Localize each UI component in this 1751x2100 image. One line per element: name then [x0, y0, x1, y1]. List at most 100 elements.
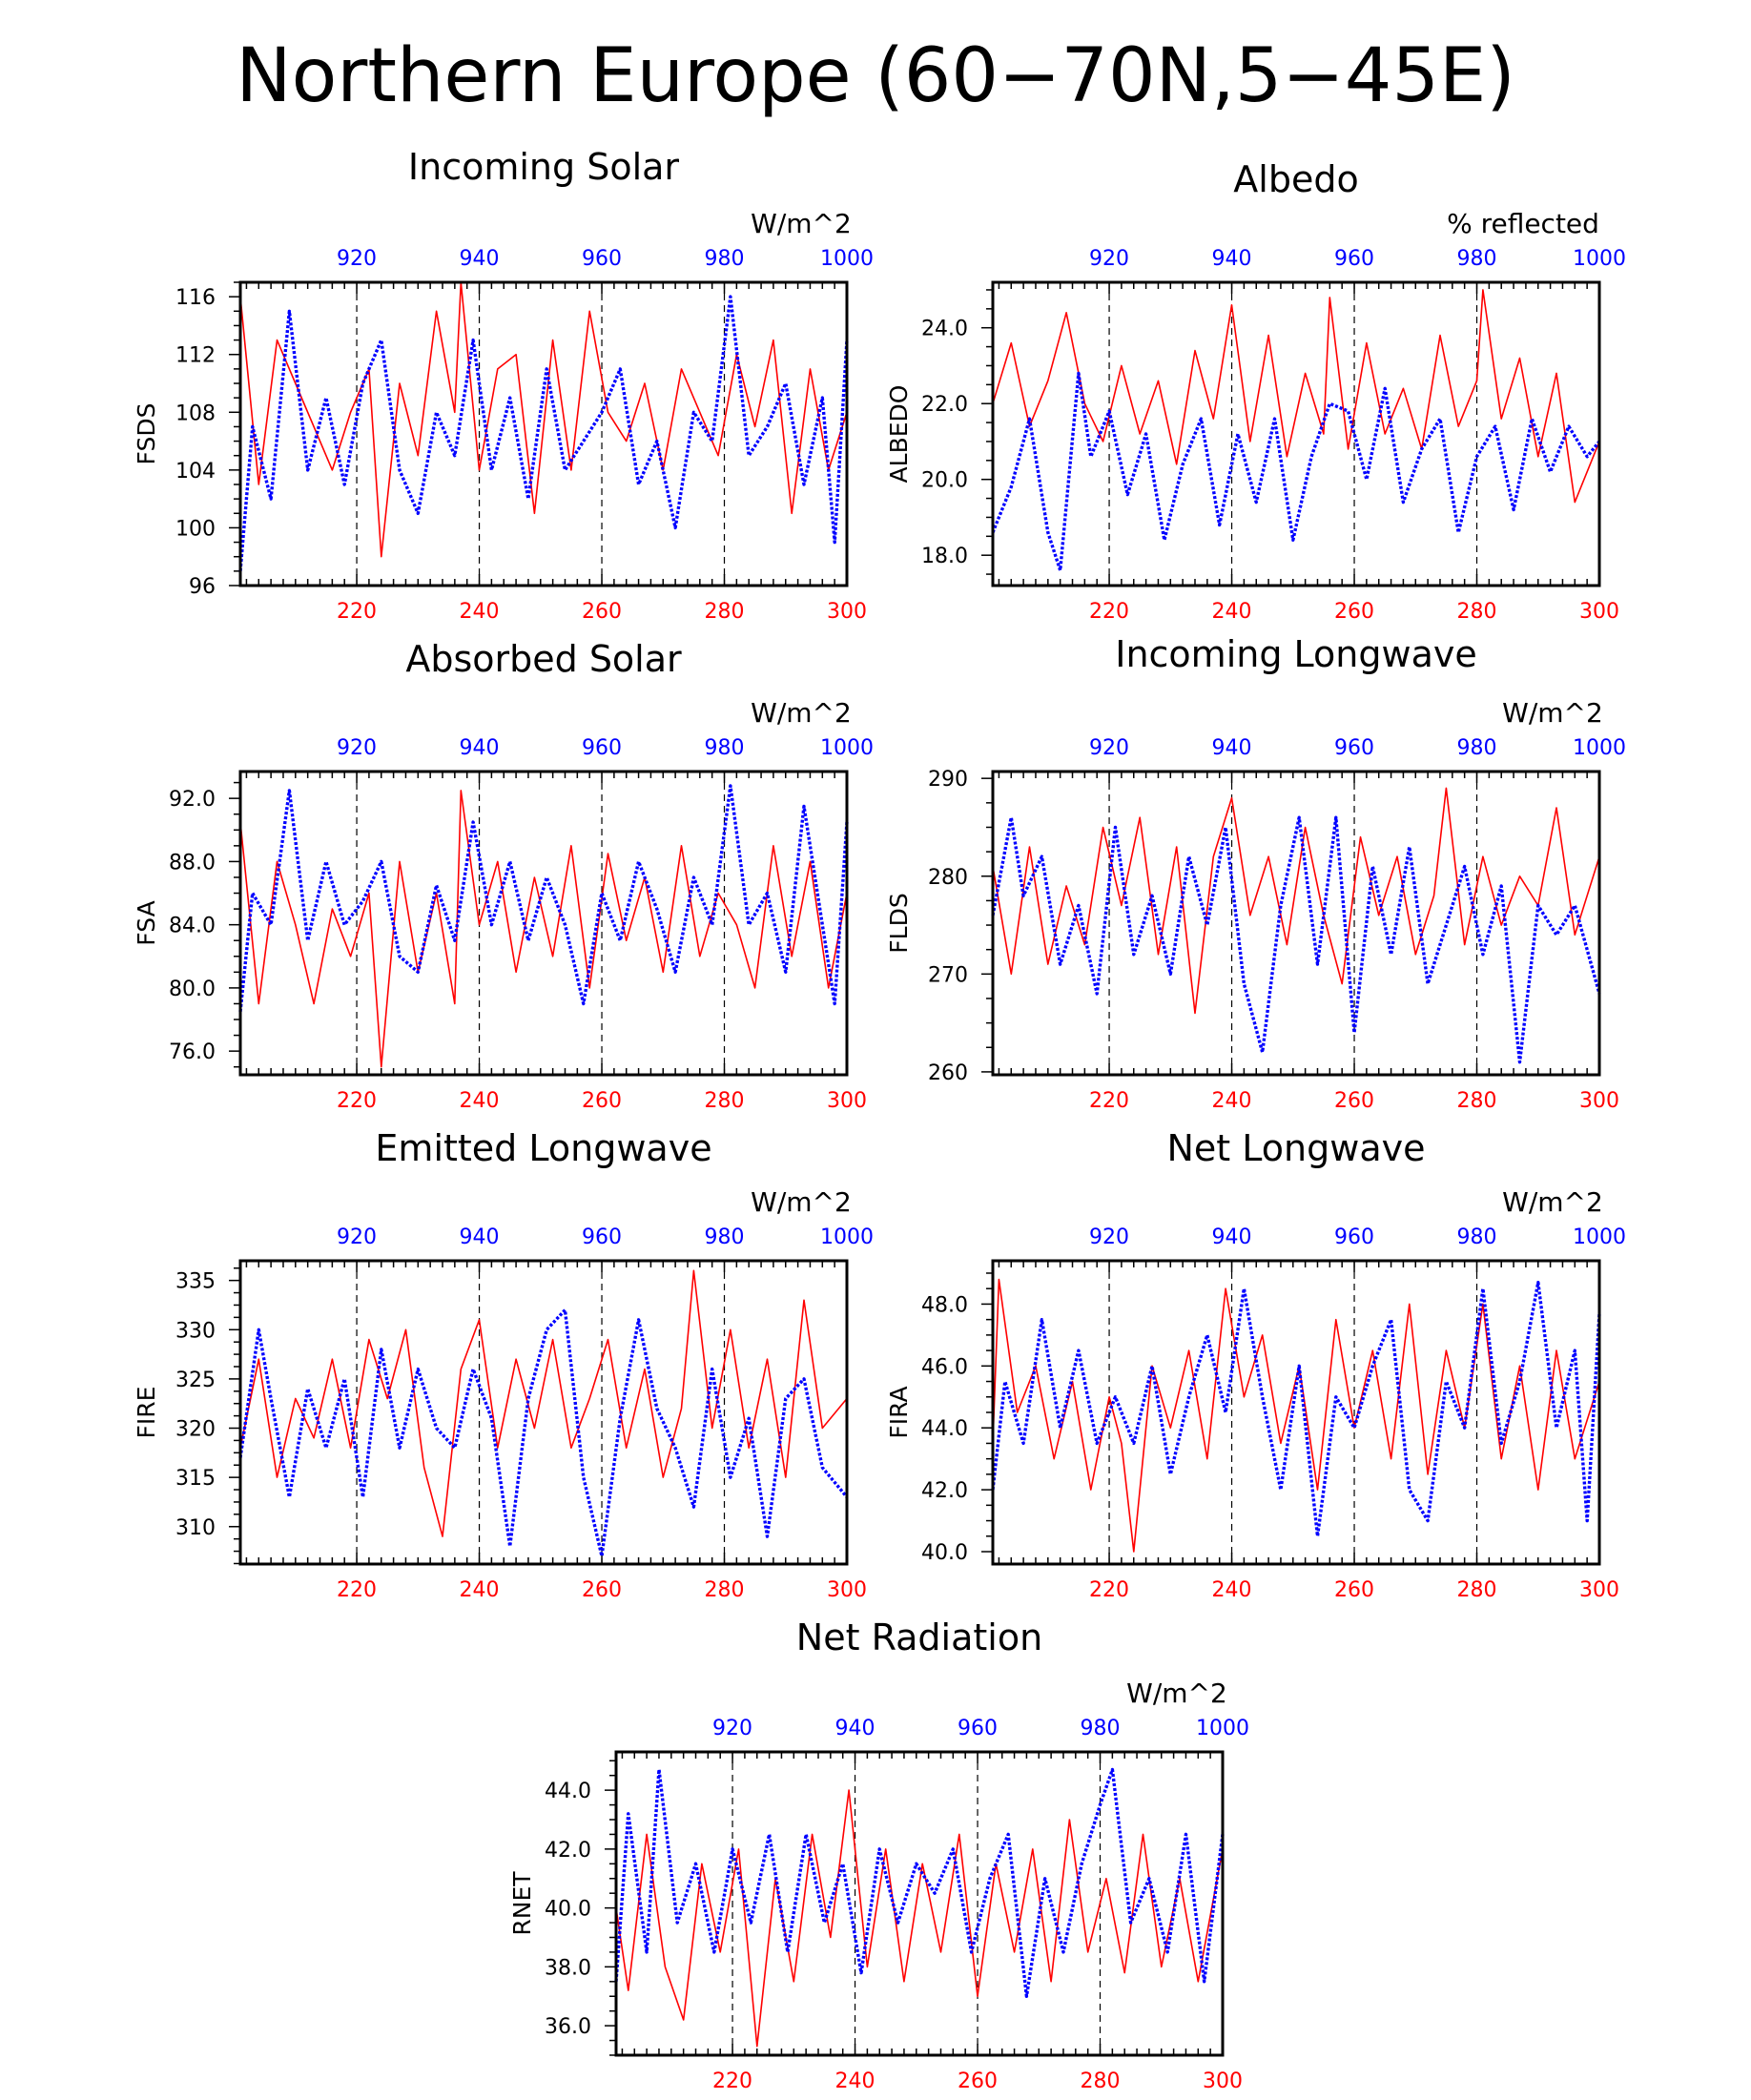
- absorbed-solar-top-tick-label: 920: [337, 736, 377, 760]
- net-longwave-series-red-solid: [992, 1278, 1600, 1553]
- albedo-series-blue-dotted: [991, 371, 1601, 572]
- absorbed-solar-bottom-tick-label: 300: [827, 1089, 867, 1113]
- net-radiation-bottom-tick-label: 260: [958, 2069, 998, 2093]
- absorbed-solar-ylabel: FSA: [133, 900, 160, 945]
- emitted-longwave-top-tick-label: 940: [460, 1225, 500, 1249]
- net-radiation-top-tick-label: 980: [1081, 1717, 1121, 1740]
- absorbed-solar-bottom-tick-label: 240: [460, 1089, 500, 1113]
- absorbed-solar-units: W/m^2: [751, 697, 852, 729]
- net-radiation-title: Net Radiation: [796, 1616, 1042, 1658]
- incoming-longwave-units: W/m^2: [1502, 697, 1603, 729]
- absorbed-solar-y-tick-label: 88.0: [169, 851, 216, 875]
- incoming-solar-title: Incoming Solar: [408, 146, 680, 188]
- albedo-y-tick-label: 24.0: [921, 318, 968, 341]
- emitted-longwave-y-tick-label: 330: [175, 1319, 216, 1343]
- absorbed-solar-bottom-tick-label: 220: [337, 1089, 377, 1113]
- net-longwave-bottom-tick-label: 260: [1334, 1578, 1374, 1602]
- net-longwave-y-tick-label: 42.0: [921, 1479, 968, 1503]
- albedo-bottom-tick-label: 220: [1089, 600, 1129, 624]
- panels-layer: Incoming Solar W/m^2 FSDS 220 240 260 280 300 92…: [133, 146, 1626, 2093]
- net-radiation-bottom-tick-label: 220: [712, 2069, 752, 2093]
- incoming-solar-top-tick-label: 980: [705, 247, 745, 271]
- absorbed-solar-plot-frame: [238, 770, 849, 1077]
- net-longwave-bottom-tick-label: 300: [1579, 1578, 1619, 1602]
- incoming-longwave-panel: Incoming Longwave W/m^2 FLDS 220 240 260 280 30…: [885, 633, 1626, 1113]
- incoming-solar-panel: Incoming Solar W/m^2 FSDS 220 240 260 280 300 92…: [133, 146, 874, 624]
- net-longwave-bottom-tick-label: 280: [1457, 1578, 1497, 1602]
- albedo-top-tick-label: 940: [1212, 247, 1252, 271]
- net-longwave-series-blue-dotted: [991, 1280, 1601, 1538]
- albedo-top-tick-label: 960: [1334, 247, 1374, 271]
- net-longwave-top-tick-label: 920: [1089, 1225, 1129, 1249]
- net-longwave-bottom-tick-label: 240: [1212, 1578, 1252, 1602]
- net-radiation-y-tick-label: 42.0: [545, 1839, 591, 1863]
- net-radiation-top-tick-label: 1000: [1196, 1717, 1249, 1740]
- incoming-longwave-top-tick-label: 940: [1212, 736, 1252, 760]
- absorbed-solar-y-tick-label: 76.0: [169, 1040, 216, 1064]
- emitted-longwave-top-tick-label: 960: [582, 1225, 622, 1249]
- net-radiation-top-tick-label: 960: [958, 1717, 998, 1740]
- net-longwave-y-tick-label: 44.0: [921, 1417, 968, 1441]
- net-radiation-bottom-tick-label: 240: [835, 2069, 876, 2093]
- net-radiation-units: W/m^2: [1126, 1678, 1227, 1709]
- absorbed-solar-top-tick-label: 980: [705, 736, 745, 760]
- incoming-solar-top-tick-label: 960: [582, 247, 622, 271]
- emitted-longwave-series-blue-dotted: [238, 1307, 849, 1558]
- emitted-longwave-plot-frame: [238, 1259, 849, 1566]
- absorbed-solar-bottom-tick-label: 260: [582, 1089, 622, 1113]
- net-longwave-bottom-tick-label: 220: [1089, 1578, 1129, 1602]
- incoming-solar-bottom-tick-label: 280: [705, 600, 745, 624]
- absorbed-solar-top-tick-label: 1000: [820, 736, 874, 760]
- net-radiation-y-tick-label: 44.0: [545, 1780, 591, 1803]
- albedo-bottom-tick-label: 280: [1457, 600, 1497, 624]
- albedo-top-tick-label: 980: [1457, 247, 1497, 271]
- net-longwave-ylabel: FIRA: [885, 1386, 913, 1438]
- incoming-longwave-plot-frame: [991, 770, 1601, 1077]
- net-longwave-plot-frame: [991, 1259, 1601, 1566]
- albedo-ylabel: ALBEDO: [885, 385, 913, 484]
- net-radiation-ylabel: RNET: [508, 1871, 536, 1936]
- emitted-longwave-bottom-tick-label: 280: [705, 1578, 745, 1602]
- emitted-longwave-bottom-tick-label: 220: [337, 1578, 377, 1602]
- emitted-longwave-y-tick-label: 310: [175, 1516, 216, 1540]
- absorbed-solar-series-blue-dotted: [238, 784, 849, 1012]
- net-longwave-y-tick-label: 48.0: [921, 1293, 968, 1317]
- net-longwave-top-tick-label: 980: [1457, 1225, 1497, 1249]
- incoming-longwave-series-red-solid: [992, 787, 1600, 1015]
- absorbed-solar-y-tick-label: 92.0: [169, 788, 216, 812]
- incoming-solar-y-tick-label: 104: [175, 460, 216, 484]
- net-radiation-bottom-tick-label: 280: [1081, 2069, 1121, 2093]
- albedo-bottom-tick-label: 240: [1212, 600, 1252, 624]
- emitted-longwave-y-tick-label: 320: [175, 1418, 216, 1442]
- incoming-solar-bottom-tick-label: 240: [460, 600, 500, 624]
- incoming-solar-ylabel: FSDS: [133, 403, 160, 465]
- albedo-y-tick-label: 18.0: [921, 545, 968, 568]
- albedo-plot-frame: [991, 280, 1601, 587]
- incoming-longwave-y-tick-label: 280: [928, 866, 968, 890]
- absorbed-solar-series-red-solid: [239, 790, 848, 1068]
- emitted-longwave-ylabel: FIRE: [133, 1387, 160, 1439]
- incoming-solar-bottom-tick-label: 220: [337, 600, 377, 624]
- incoming-longwave-top-tick-label: 920: [1089, 736, 1129, 760]
- net-longwave-panel: Net Longwave W/m^2 FIRA 220 240 260 280 300 920 9…: [885, 1127, 1626, 1602]
- incoming-solar-top-tick-label: 940: [460, 247, 500, 271]
- emitted-longwave-y-tick-label: 325: [175, 1369, 216, 1392]
- albedo-top-tick-label: 920: [1089, 247, 1129, 271]
- emitted-longwave-bottom-tick-label: 240: [460, 1578, 500, 1602]
- absorbed-solar-top-tick-label: 960: [582, 736, 622, 760]
- incoming-solar-y-tick-label: 112: [175, 344, 216, 368]
- emitted-longwave-series-red-solid: [239, 1269, 848, 1537]
- albedo-units: % reflected: [1447, 208, 1599, 239]
- incoming-longwave-series-blue-dotted: [991, 815, 1601, 1064]
- incoming-longwave-ylabel: FLDS: [885, 893, 913, 953]
- emitted-longwave-top-tick-label: 920: [337, 1225, 377, 1249]
- page-title: Northern Europe (60−70N,5−45E): [236, 33, 1515, 119]
- albedo-y-tick-label: 22.0: [921, 393, 968, 417]
- albedo-top-tick-label: 1000: [1573, 247, 1626, 271]
- albedo-bottom-tick-label: 300: [1579, 600, 1619, 624]
- incoming-longwave-bottom-tick-label: 220: [1089, 1089, 1129, 1113]
- emitted-longwave-title: Emitted Longwave: [375, 1127, 711, 1169]
- incoming-longwave-title: Incoming Longwave: [1115, 633, 1476, 675]
- net-longwave-units: W/m^2: [1502, 1186, 1603, 1218]
